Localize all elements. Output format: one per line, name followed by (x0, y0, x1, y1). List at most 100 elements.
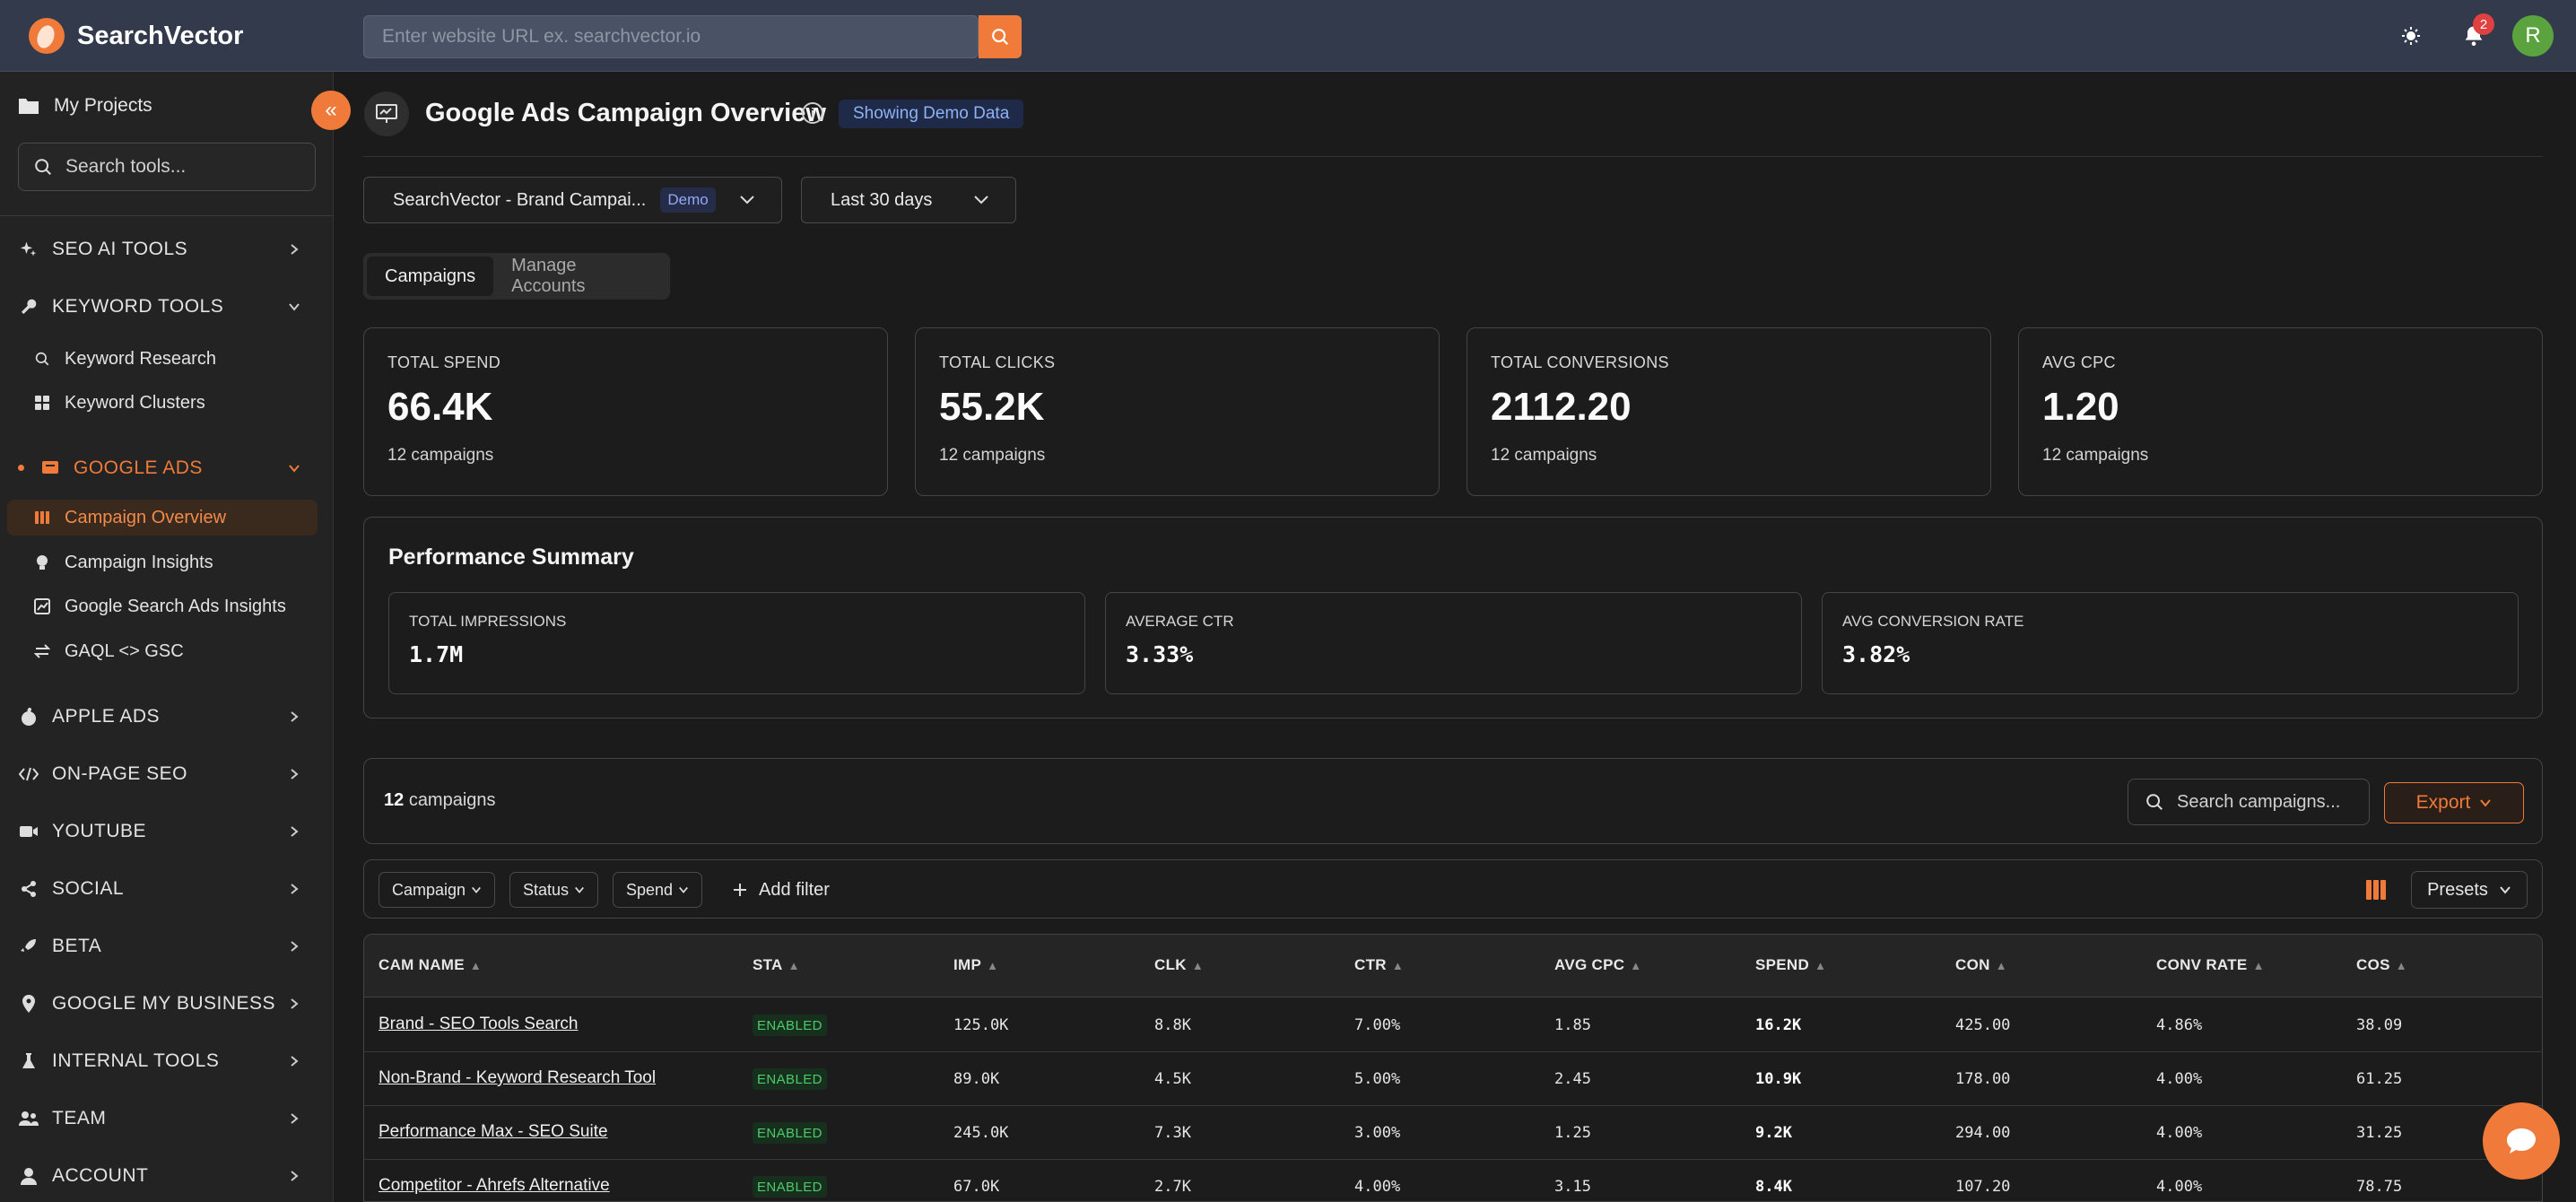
campaign-name-link[interactable]: Performance Max - SEO Suite (379, 1122, 608, 1141)
table-row[interactable]: Competitor - Ahrefs Alternative ENABLED … (364, 1160, 2542, 1201)
ctr-cell: 3.00% (1354, 1124, 1401, 1142)
account-select[interactable]: SearchVector - Brand Campai... Demo (363, 177, 782, 223)
impressions-cell: 125.0K (953, 1016, 1009, 1034)
sidebar-section-account[interactable]: ACCOUNT (18, 1158, 305, 1194)
campaign-count-suffix: campaigns (408, 790, 496, 810)
campaign-name-link[interactable]: Non-Brand - Keyword Research Tool (379, 1068, 657, 1087)
campaign-search-input[interactable] (2177, 791, 2356, 813)
campaign-name-link[interactable]: Brand - SEO Tools Search (379, 1015, 579, 1033)
url-input[interactable] (382, 26, 920, 48)
impressions-cell: 245.0K (953, 1124, 1009, 1142)
chevron-right-icon (283, 936, 305, 957)
column-header-campaign-name[interactable]: CAM NAME ▲ (379, 956, 483, 973)
theme-toggle-button[interactable] (2400, 25, 2422, 47)
sidebar-section-on-page-seo[interactable]: ON-PAGE SEO (18, 756, 305, 792)
flask-icon (18, 1050, 39, 1072)
add-filter-button[interactable]: Add filter (732, 872, 830, 908)
section-label: YOUTUBE (52, 821, 147, 841)
sidebar-section-google-my-business[interactable]: GOOGLE MY BUSINESS (18, 986, 305, 1022)
filter-spend[interactable]: Spend (613, 872, 703, 908)
info-icon[interactable]: i (802, 102, 823, 124)
sidebar-item-gaql-gsc[interactable]: GAQL <> GSC (32, 633, 184, 669)
campaign-search-field[interactable] (2128, 779, 2370, 825)
filter-bar: Campaign Status Spend Add filter Presets (363, 859, 2543, 919)
presets-select[interactable]: Presets (2411, 871, 2528, 909)
chevron-right-icon (283, 821, 305, 842)
table-row[interactable]: Non-Brand - Keyword Research Tool ENABLE… (364, 1052, 2542, 1106)
campaign-name-link[interactable]: Competitor - Ahrefs Alternative (379, 1176, 610, 1195)
my-projects-link[interactable]: My Projects (18, 95, 152, 117)
campaigns-table: CAM NAME ▲ STA ▲ IMP ▲ CLK ▲ CTR ▲ AVG CPC ▲ S… (363, 934, 2543, 1202)
columns-icon (32, 508, 52, 527)
filter-campaign[interactable]: Campaign (379, 872, 496, 908)
tab-campaigns[interactable]: Campaigns (367, 257, 494, 296)
sidebar-item-keyword-clusters[interactable]: Keyword Clusters (32, 385, 205, 421)
sidebar-item-campaign-overview[interactable]: Campaign Overview (7, 500, 318, 536)
chevron-down-icon (472, 886, 481, 893)
column-header-ctr[interactable]: CTR ▲ (1354, 956, 1405, 973)
impressions-cell: 89.0K (953, 1070, 1000, 1088)
collapse-sidebar-button[interactable]: « (311, 91, 351, 130)
columns-toggle-icon[interactable] (2366, 880, 2386, 900)
metric-label: AVG CONVERSION RATE (1842, 613, 2024, 630)
tools-search-input[interactable] (65, 156, 299, 178)
sidebar-section-apple-ads[interactable]: APPLE ADS (18, 699, 305, 735)
column-header-avg-cpc[interactable]: AVG CPC ▲ (1554, 956, 1642, 973)
kpi-card-total-clicks: TOTAL CLICKS 55.2K 12 campaigns (915, 327, 1440, 496)
user-avatar[interactable]: R (2512, 15, 2554, 57)
chevron-down-icon (283, 296, 305, 318)
sidebar-section-team[interactable]: TEAM (18, 1101, 305, 1137)
sidebar-item-google-search-ads-insights[interactable]: Google Search Ads Insights (32, 588, 286, 624)
column-header-status[interactable]: STA ▲ (753, 956, 800, 973)
ctr-cell: 4.00% (1354, 1178, 1401, 1196)
column-header-impressions[interactable]: IMP ▲ (953, 956, 999, 973)
chevron-down-icon (2480, 799, 2492, 807)
page-title: Google Ads Campaign Overview (425, 99, 826, 127)
sidebar-section-google-ads[interactable]: GOOGLE ADS (39, 450, 305, 486)
chevron-right-icon (283, 1165, 305, 1187)
sidebar-item-campaign-insights[interactable]: Campaign Insights (32, 544, 213, 580)
tools-search-field[interactable] (18, 143, 316, 191)
sidebar-section-internal-tools[interactable]: INTERNAL TOOLS (18, 1043, 305, 1079)
url-search-button[interactable] (979, 15, 1022, 58)
column-header-conv-rate[interactable]: CONV RATE ▲ (2156, 956, 2265, 973)
column-header-cost[interactable]: COS ▲ (2356, 956, 2407, 973)
tab-manage-accounts[interactable]: Manage Accounts (511, 256, 586, 296)
app-logo[interactable]: SearchVector (29, 18, 243, 54)
spend-cell: 16.2K (1755, 1016, 1802, 1034)
sidebar-section-beta[interactable]: BETA (18, 928, 305, 964)
kpi-label: TOTAL SPEND (387, 353, 500, 371)
header-divider (363, 156, 2543, 157)
url-search-field[interactable] (363, 15, 979, 58)
video-icon (18, 821, 39, 842)
search-icon (35, 159, 51, 175)
chevron-down-icon (738, 190, 756, 213)
sidebar-item-keyword-research[interactable]: Keyword Research (32, 341, 216, 377)
chevron-right-icon (283, 878, 305, 900)
sidebar-section-seo-ai-tools[interactable]: SEO AI TOOLS (18, 231, 305, 267)
export-button[interactable]: Export (2384, 782, 2524, 823)
section-label: SEO AI TOOLS (52, 239, 188, 259)
column-header-spend[interactable]: SPEND ▲ (1755, 956, 1827, 973)
add-filter-label: Add filter (759, 879, 830, 900)
kpi-card-total-spend: TOTAL SPEND 66.4K 12 campaigns (363, 327, 888, 496)
kpi-card-avg-cpc: AVG CPC 1.20 12 campaigns (2018, 327, 2543, 496)
chat-widget-button[interactable] (2483, 1102, 2560, 1180)
sidebar-section-social[interactable]: SOCIAL (18, 871, 305, 907)
cost-cell: 31.25 (2356, 1124, 2403, 1142)
share-icon (18, 878, 39, 900)
chevron-right-icon (283, 763, 305, 785)
table-row[interactable]: Performance Max - SEO Suite ENABLED 245.… (364, 1106, 2542, 1160)
column-header-clicks[interactable]: CLK ▲ (1154, 956, 1205, 973)
cost-cell: 61.25 (2356, 1070, 2403, 1088)
kpi-subtext: 12 campaigns (1491, 446, 1597, 465)
conversions-cell: 107.20 (1955, 1178, 2011, 1196)
impressions-cell: 67.0K (953, 1178, 1000, 1196)
table-row[interactable]: Brand - SEO Tools Search ENABLED 125.0K … (364, 998, 2542, 1052)
date-range-select[interactable]: Last 30 days (801, 177, 1016, 223)
sidebar-section-keyword-tools[interactable]: KEYWORD TOOLS (18, 289, 305, 325)
clicks-cell: 2.7K (1154, 1178, 1191, 1196)
column-header-conversions[interactable]: CON ▲ (1955, 956, 2007, 973)
sidebar-section-youtube[interactable]: YOUTUBE (18, 814, 305, 849)
filter-status[interactable]: Status (509, 872, 599, 908)
